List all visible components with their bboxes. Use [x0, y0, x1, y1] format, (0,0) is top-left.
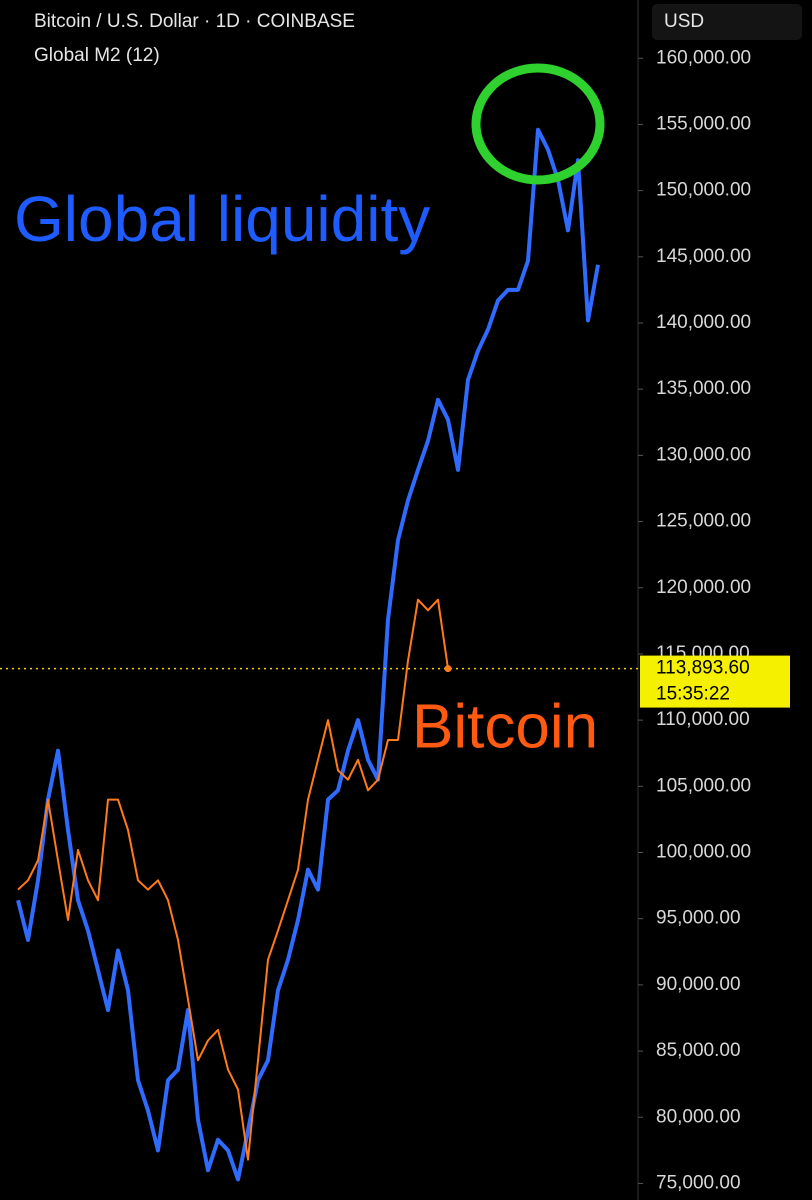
last-price-dot [444, 665, 452, 673]
y-tick-label: 140,000.00 [656, 312, 751, 333]
series-line [17, 598, 449, 1161]
y-tick-label: 155,000.00 [656, 113, 751, 134]
y-tick-label: 90,000.00 [656, 974, 741, 995]
annotation: Global liquidity [14, 183, 430, 255]
y-tick-label: 100,000.00 [656, 842, 751, 863]
y-tick-label: 130,000.00 [656, 444, 751, 465]
last-price-box [640, 655, 790, 708]
symbol-title: Bitcoin / U.S. Dollar · 1D · COINBASE [34, 11, 355, 32]
y-tick-label: 85,000.00 [656, 1040, 741, 1061]
currency-box [652, 4, 802, 40]
plot-area [0, 127, 638, 1182]
y-tick-label: 150,000.00 [656, 180, 751, 201]
y-tick-label: 80,000.00 [656, 1106, 741, 1127]
price-axis: 75,000.00 80,000.00 85,000.00 90,000.00 95,0… [638, 47, 790, 1193]
annotation: Bitcoin [412, 692, 598, 761]
y-tick-label: 160,000.00 [656, 47, 751, 68]
y-tick-label: 75,000.00 [656, 1172, 741, 1193]
indicator-title: Global M2 (12) [34, 45, 160, 66]
series-line [16, 127, 600, 1182]
y-tick-label: 105,000.00 [656, 775, 751, 796]
y-tick-label: 110,000.00 [656, 709, 750, 730]
last-price-label: 113,893.60 [656, 658, 750, 679]
currency: USD [664, 11, 704, 32]
y-tick-label: 125,000.00 [656, 511, 751, 532]
y-tick-label: 120,000.00 [656, 577, 751, 598]
y-tick-label: 145,000.00 [656, 246, 751, 267]
highlight-circle [471, 63, 605, 185]
countdown: 15:35:22 [656, 684, 730, 705]
y-tick-label: 95,000.00 [656, 908, 741, 929]
y-tick-label: 135,000.00 [656, 378, 751, 399]
